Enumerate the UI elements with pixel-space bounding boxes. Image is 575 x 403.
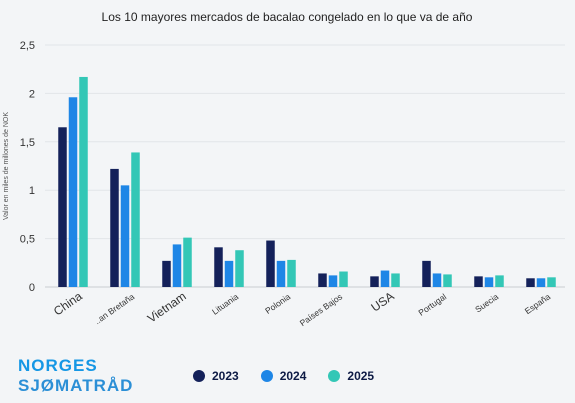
y-axis-label: Valor en miles de millones de NOK [3, 112, 10, 220]
bar-2025-3 [235, 250, 244, 287]
x-tick-label: China [51, 289, 85, 319]
bar-2025-8 [495, 275, 504, 287]
chart-title: Los 10 mayores mercados de bacalao conge… [102, 10, 473, 24]
legend-item-2023: 2023 [193, 369, 239, 383]
legend-swatch-2023 [193, 370, 205, 382]
bar-2023-9 [526, 278, 535, 287]
bar-2023-2 [162, 260, 171, 287]
y-tick-label: 0,5 [20, 234, 35, 246]
bar-2024-7 [432, 273, 442, 287]
logo-line-1: NORGES [18, 356, 98, 375]
bar-2025-1 [131, 152, 140, 287]
logo-line-2: SJØMATRÅD [18, 376, 134, 395]
y-tick-label: 1,5 [20, 137, 35, 149]
bar-2023-5 [318, 273, 327, 287]
bar-2023-4 [266, 240, 275, 287]
x-tick-label: Lituania [210, 291, 240, 316]
bar-2023-6 [370, 276, 379, 287]
y-tick-label: 2 [29, 88, 35, 100]
bar-2024-2 [172, 244, 182, 287]
bar-2025-2 [183, 237, 192, 287]
bar-2023-3 [214, 247, 223, 287]
legend-swatch-2024 [260, 370, 273, 382]
bar-2024-6 [380, 270, 390, 287]
legend-item-2024: 2024 [260, 369, 307, 383]
bar-2025-6 [391, 273, 400, 287]
x-tick-label: Polonia [263, 291, 292, 316]
bar-2024-3 [224, 260, 234, 287]
bar-2024-5 [328, 275, 338, 287]
y-tick-label: 1 [29, 185, 35, 197]
y-tick-label: 0 [29, 282, 35, 294]
bar-2025-0 [79, 76, 88, 287]
bar-2025-7 [443, 274, 452, 287]
bar-2023-0 [58, 127, 67, 287]
bar-2023-7 [422, 260, 431, 287]
x-tick-label: España [523, 291, 553, 316]
x-tick-label: Vietnam [145, 289, 189, 326]
legend-label-2023: 2023 [212, 369, 239, 383]
bar-2023-1 [110, 168, 119, 287]
norges-sjomatrad-logo: NORGES SJØMATRÅD [18, 357, 133, 394]
y-tick-label: 2,5 [20, 40, 35, 52]
bar-2024-4 [276, 260, 286, 287]
x-tick-label: Suecia [473, 291, 500, 314]
legend-swatch-2025 [328, 370, 341, 382]
x-tick-label: ..an Bretaña [92, 291, 136, 326]
bar-2025-4 [287, 259, 296, 287]
legend-item-2025: 2025 [328, 369, 374, 383]
bar-2024-9 [536, 278, 546, 287]
legend-label-2024: 2024 [279, 369, 307, 383]
bar-2025-5 [339, 271, 348, 287]
bar-2024-8 [484, 277, 494, 287]
bar-2023-8 [474, 276, 483, 287]
legend-label-2025: 2025 [347, 369, 375, 383]
bar-2025-9 [547, 277, 556, 287]
x-tick-label: USA [368, 289, 396, 315]
x-tick-label: Portugal [416, 291, 448, 317]
chart-legend: 2023 2024 2025 [193, 369, 374, 383]
x-tick-label: Países Bajos [298, 291, 344, 328]
bar-2024-0 [68, 97, 78, 287]
bar-2024-1 [120, 185, 130, 287]
